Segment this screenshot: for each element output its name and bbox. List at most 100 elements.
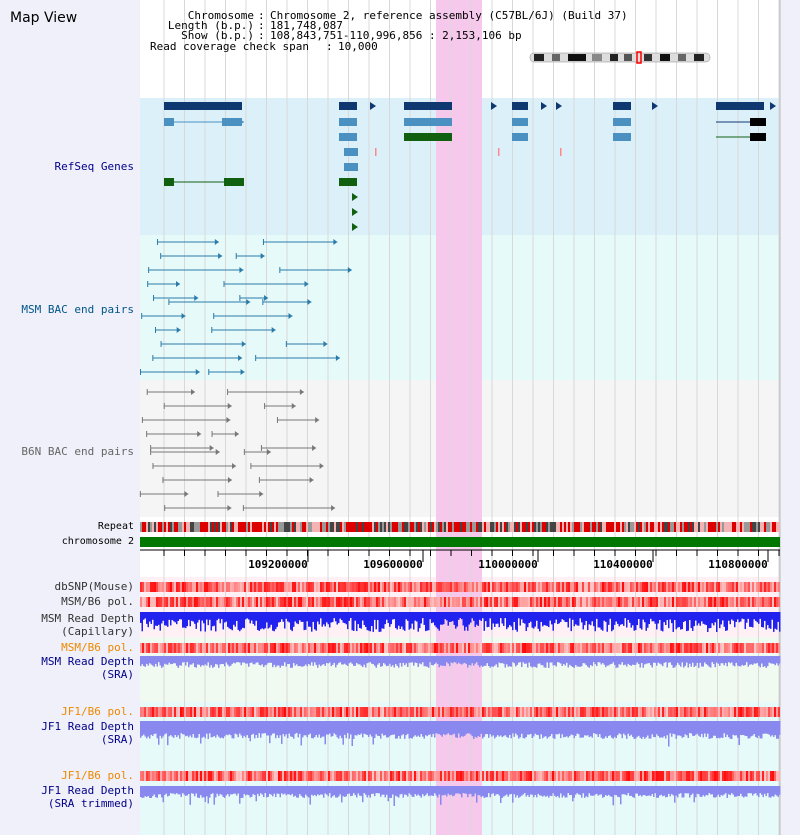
dbsnp-heat <box>542 582 544 592</box>
track-label-msm-b6-pol-capillary[interactable]: MSM/B6 pol. <box>61 595 134 608</box>
msm-depth-sra-bar <box>683 656 685 668</box>
track-label-refseq-genes[interactable]: RefSeq Genes <box>54 160 134 173</box>
msm-b6-pol-sra-heat <box>608 643 610 653</box>
dbsnp-heat <box>204 582 206 592</box>
jf1-depth-trimmed-bar <box>386 786 388 795</box>
jf1-b6-pol-sra-heat <box>156 707 158 717</box>
msm-depth-capillary-bar <box>524 612 526 624</box>
repeat-segment <box>346 522 348 532</box>
msm-b6-pol-capillary-heat <box>260 597 262 607</box>
jf1-depth-sra-bar <box>495 721 497 737</box>
jf1-b6-pol-sra-heat <box>448 707 450 717</box>
jf1-depth-trimmed-bar <box>716 786 718 797</box>
msm-depth-sra-bar <box>417 656 419 667</box>
msm-b6-pol-sra-heat <box>442 643 444 653</box>
track-label-jf1-read-depth-trimmed[interactable]: JF1 Read Depth <box>41 784 134 797</box>
msm-b6-pol-capillary-heat <box>470 597 472 607</box>
track-label-b6n-bac-end-pairs[interactable]: B6N BAC end pairs <box>21 445 134 458</box>
dbsnp-heat <box>470 582 472 592</box>
refseq-small-gene <box>370 102 376 110</box>
dbsnp-heat <box>152 582 154 592</box>
msm-depth-sra-bar <box>375 656 377 668</box>
jf1-depth-sra-bar <box>630 721 632 735</box>
jf1-b6-pol-sra-heat <box>310 707 312 717</box>
msm-depth-sra-bar <box>317 656 319 668</box>
jf1-depth-sra-bar <box>752 721 754 736</box>
dbsnp-heat <box>418 582 420 592</box>
repeat-segment <box>588 522 590 532</box>
jf1-depth-sra-bar <box>212 721 214 738</box>
dbsnp-heat <box>500 582 502 592</box>
jf1-depth-trimmed-bar <box>323 786 325 798</box>
repeat-segment <box>386 522 388 532</box>
msm-depth-capillary-bar <box>189 612 191 627</box>
jf1-b6-pol-sra-heat <box>480 707 482 717</box>
track-label-jf1-b6-pol-sra[interactable]: JF1/B6 pol. <box>61 705 134 718</box>
track-label-dbsnp[interactable]: dbSNP(Mouse) <box>54 580 134 593</box>
track-label-msm-bac-end-pairs[interactable]: MSM BAC end pairs <box>21 303 134 316</box>
track-label-jf1-b6-pol-trimmed[interactable]: JF1/B6 pol. <box>61 769 134 782</box>
dbsnp-heat <box>458 582 460 592</box>
jf1-depth-trimmed-bar <box>590 786 592 796</box>
jf1-depth-trimmed-bar <box>267 786 269 797</box>
msm-depth-capillary-bar <box>474 612 476 627</box>
dbsnp-heat <box>454 582 456 592</box>
dbsnp-heat <box>252 582 254 592</box>
msm-depth-sra-bar <box>341 656 343 665</box>
jf1-depth-sra-bar <box>239 721 241 734</box>
jf1-depth-sra-bar <box>267 721 269 736</box>
msm-b6-pol-sra-heat <box>634 643 636 653</box>
jf1-depth-trimmed-bar <box>492 786 494 794</box>
track-label-chromosome[interactable]: chromosome 2 <box>61 536 134 547</box>
repeat-segment <box>556 522 558 532</box>
msm-depth-sra-bar <box>465 656 467 664</box>
jf1-depth-trimmed-bar <box>656 786 658 798</box>
msm-b6-pol-sra-heat <box>652 643 654 653</box>
msm-depth-capillary-bar <box>672 612 674 632</box>
repeat-segment <box>204 522 206 532</box>
msm-depth-capillary-bar <box>255 612 257 621</box>
msm-depth-capillary-bar <box>182 612 184 628</box>
jf1-depth-sra-bar <box>152 721 154 736</box>
jf1-b6-pol-trimmed-heat <box>152 771 154 781</box>
msm-b6-pol-sra-heat <box>732 643 734 653</box>
jf1-b6-pol-trimmed-heat <box>480 771 482 781</box>
repeat-segment <box>616 522 618 532</box>
msm-depth-sra-bar <box>516 656 518 665</box>
track-label-repeat[interactable]: Repeat <box>97 521 134 532</box>
jf1-depth-trimmed-bar <box>653 786 655 797</box>
jf1-b6-pol-trimmed-heat <box>182 771 184 781</box>
jf1-depth-sra-bar <box>399 721 401 739</box>
msm-b6-pol-sra-heat <box>388 643 390 653</box>
msm-b6-pol-capillary-heat <box>514 597 516 607</box>
header-sep-1: : <box>258 9 272 22</box>
jf1-b6-pol-sra-heat <box>282 707 284 717</box>
dbsnp-heat <box>346 582 348 592</box>
track-label-msm-read-depth-capillary[interactable]: MSM Read Depth <box>41 612 134 625</box>
track-label-msm-b6-pol-sra[interactable]: MSM/B6 pol. <box>61 641 134 654</box>
msm-depth-sra-bar <box>566 656 568 663</box>
track-label-jf1-read-depth-sra[interactable]: JF1 Read Depth <box>41 720 134 733</box>
jf1-b6-pol-trimmed-heat <box>322 771 324 781</box>
header-key-chromosome: Chromosome <box>187 9 254 22</box>
msm-b6-pol-sra-heat <box>208 643 210 653</box>
jf1-b6-pol-trimmed-heat <box>144 771 146 781</box>
dbsnp-heat <box>218 582 220 592</box>
refseq-transcript-15 <box>339 178 357 186</box>
msm-b6-pol-capillary-heat <box>446 597 448 607</box>
jf1-b6-pol-trimmed-heat <box>508 771 510 781</box>
refseq-transcript-14-cds <box>224 178 244 186</box>
jf1-b6-pol-trimmed-heat <box>668 771 670 781</box>
jf1-b6-pol-trimmed-heat <box>350 771 352 781</box>
jf1-depth-sra-bar <box>318 721 320 735</box>
msm-b6-pol-capillary-heat <box>768 597 770 607</box>
jf1-depth-sra-bar <box>354 721 356 736</box>
jf1-depth-sra-bar <box>648 721 650 739</box>
jf1-b6-pol-sra-heat <box>528 707 530 717</box>
jf1-depth-sra-bar <box>210 721 212 738</box>
track-label-msm-read-depth-sra[interactable]: MSM Read Depth <box>41 655 134 668</box>
msm-depth-capillary-bar <box>569 612 571 619</box>
jf1-b6-pol-sra-heat <box>774 707 776 717</box>
repeat-segment <box>158 522 160 532</box>
